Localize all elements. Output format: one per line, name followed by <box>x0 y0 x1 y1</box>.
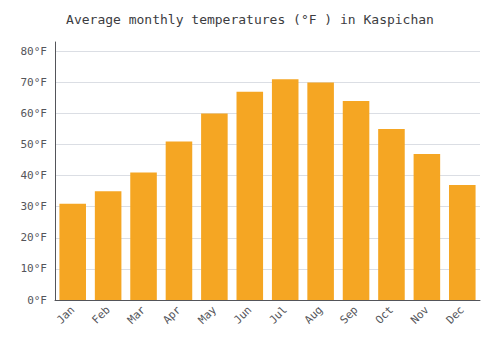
svg-text:80°F: 80°F <box>21 45 48 58</box>
svg-text:Jun: Jun <box>231 303 254 326</box>
svg-text:May: May <box>196 303 219 326</box>
svg-text:0°F: 0°F <box>27 294 47 307</box>
svg-text:Jul: Jul <box>267 303 290 326</box>
svg-text:Jan: Jan <box>54 303 77 326</box>
svg-text:Oct: Oct <box>373 303 396 326</box>
svg-text:60°F: 60°F <box>21 107 48 120</box>
svg-text:20°F: 20°F <box>21 231 48 244</box>
svg-text:Aug: Aug <box>302 303 325 326</box>
svg-text:70°F: 70°F <box>21 76 48 89</box>
svg-text:Apr: Apr <box>160 303 183 326</box>
svg-text:Sep: Sep <box>337 303 360 326</box>
svg-text:Feb: Feb <box>89 303 112 326</box>
svg-text:Nov: Nov <box>408 303 431 326</box>
svg-text:10°F: 10°F <box>21 262 48 275</box>
svg-text:50°F: 50°F <box>21 138 48 151</box>
svg-text:30°F: 30°F <box>21 200 48 213</box>
svg-text:40°F: 40°F <box>21 169 48 182</box>
svg-text:Mar: Mar <box>125 303 148 326</box>
svg-text:Average monthly temperatures (: Average monthly temperatures (°F ) in Ka… <box>66 12 434 27</box>
svg-text:Dec: Dec <box>444 303 467 326</box>
